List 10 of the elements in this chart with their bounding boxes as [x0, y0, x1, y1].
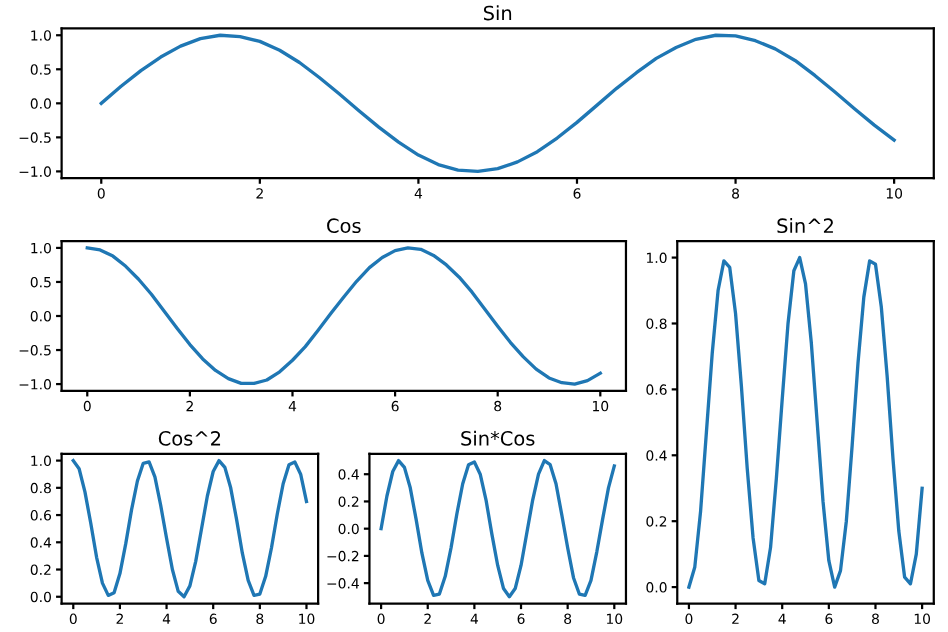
line-series [99, 33, 896, 174]
chart-title: Sin^2 [777, 218, 833, 234]
chart-title: Sin [483, 5, 512, 21]
line-series [379, 458, 616, 599]
line-series [85, 246, 602, 386]
chart-title: Cos [327, 218, 361, 234]
chart-title: Cos^2 [158, 431, 221, 446]
line-series [687, 255, 924, 589]
chart-title: Sin*Cos [461, 430, 535, 446]
line-series [71, 458, 309, 599]
